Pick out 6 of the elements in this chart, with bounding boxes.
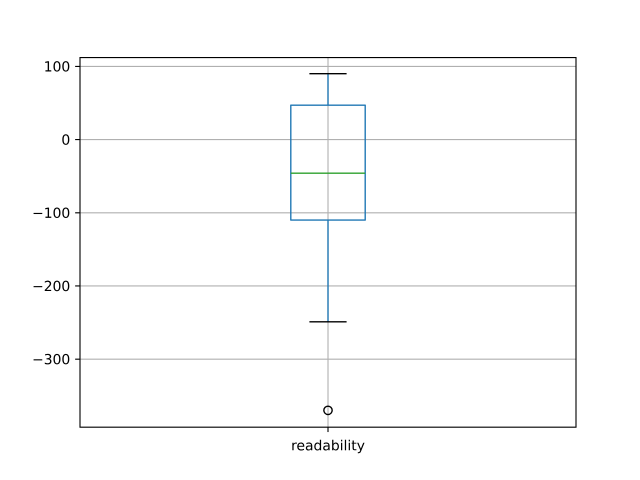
y-tick-label: −300	[34, 354, 70, 364]
y-tick-label: 100	[45, 61, 70, 72]
y-tick-label: 0	[62, 134, 70, 145]
y-tick-label: −200	[34, 280, 70, 292]
y-tick-label: −100	[34, 207, 70, 218]
x-tick-label: readability	[292, 440, 365, 454]
